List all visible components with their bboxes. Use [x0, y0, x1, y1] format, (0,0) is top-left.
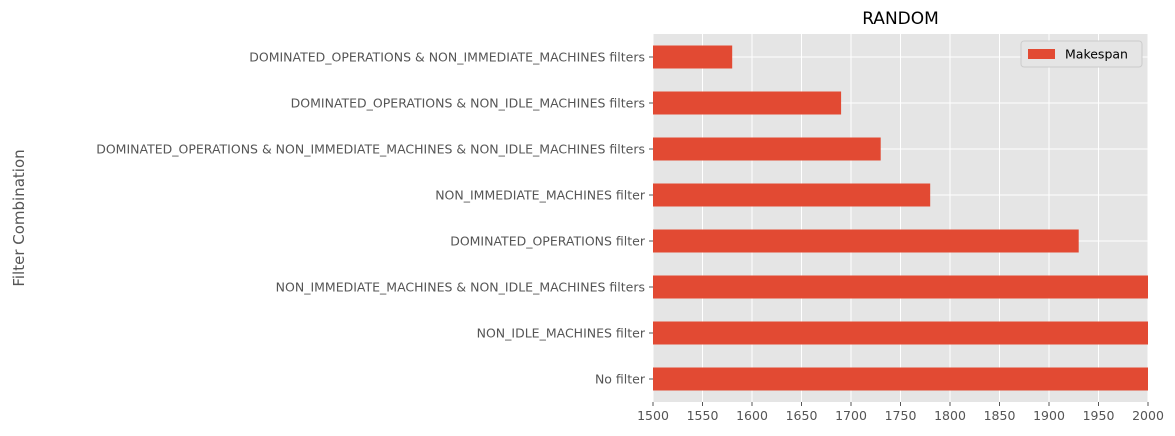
x-tick-label: 2000: [1132, 408, 1164, 423]
y-axis-ticks: DOMINATED_OPERATIONS & NON_IMMEDIATE_MAC…: [96, 50, 653, 387]
legend-label: Makespan: [1065, 47, 1128, 62]
x-tick-label: 1850: [984, 408, 1016, 423]
bar: [653, 321, 1148, 345]
x-tick-label: 1800: [934, 408, 966, 423]
y-tick-label: NON_IMMEDIATE_MACHINES filter: [435, 188, 646, 203]
chart-title: RANDOM: [862, 9, 939, 29]
x-tick-label: 1500: [637, 408, 669, 423]
y-tick-label: NON_IMMEDIATE_MACHINES & NON_IDLE_MACHIN…: [276, 280, 645, 295]
y-tick-label: No filter: [595, 372, 646, 387]
legend-box: [1020, 40, 1143, 68]
y-axis-label: Filter Combination: [10, 149, 28, 286]
legend: Makespan: [1020, 40, 1143, 68]
y-tick-label: DOMINATED_OPERATIONS & NON_IMMEDIATE_MAC…: [96, 142, 645, 157]
bar: [653, 367, 1148, 391]
x-tick-label: 1950: [1083, 408, 1115, 423]
bar: [653, 45, 733, 69]
bar: [653, 183, 931, 207]
y-tick-label: DOMINATED_OPERATIONS & NON_IDLE_MACHINES…: [291, 96, 645, 111]
x-tick-label: 1600: [736, 408, 768, 423]
x-tick-label: 1700: [835, 408, 867, 423]
y-tick-label: DOMINATED_OPERATIONS & NON_IMMEDIATE_MAC…: [249, 50, 645, 65]
bar: [653, 275, 1148, 299]
y-tick-label: NON_IDLE_MACHINES filter: [477, 326, 646, 341]
x-tick-label: 1900: [1033, 408, 1065, 423]
y-tick-label: DOMINATED_OPERATIONS filter: [450, 234, 646, 249]
bar: [653, 229, 1079, 253]
x-tick-label: 1650: [786, 408, 818, 423]
x-tick-label: 1550: [687, 408, 719, 423]
bar: [653, 137, 881, 161]
x-tick-label: 1750: [885, 408, 917, 423]
legend-swatch: [1028, 49, 1055, 59]
bars: [653, 45, 1148, 391]
x-axis-ticks: 1500 1550 1600 1650 1700 1750 1800 1850 1900 1950…: [637, 402, 1164, 423]
bar: [653, 91, 842, 115]
